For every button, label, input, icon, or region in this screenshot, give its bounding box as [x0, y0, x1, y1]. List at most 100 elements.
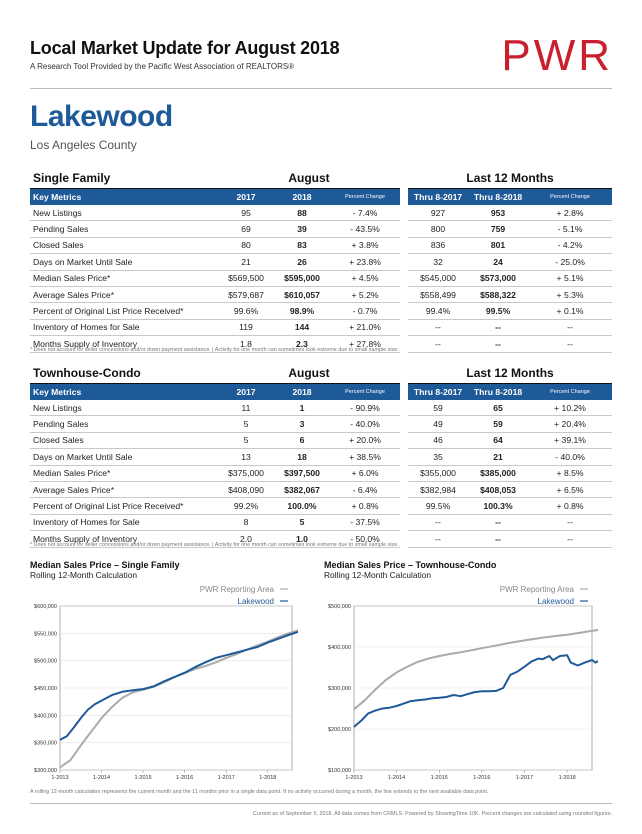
metric-value: - 90.9% — [330, 400, 401, 417]
metric-value: -- — [468, 514, 529, 532]
metric-value: - 7.4% — [330, 205, 401, 222]
metric-value: 35 — [408, 448, 469, 466]
column-header: Percent Change — [330, 188, 401, 205]
metric-label: Days on Market Until Sale — [30, 448, 218, 466]
metric-value: + 39.1% — [528, 432, 613, 450]
metric-value: - 0.7% — [330, 302, 401, 320]
metric-value: + 5.3% — [528, 286, 613, 304]
metric-value: 6 — [274, 432, 330, 450]
metric-label: Months Supply of Inventory — [30, 530, 218, 548]
column-gap — [400, 383, 409, 400]
column-header: 2018 — [274, 188, 330, 205]
metric-value: + 10.2% — [528, 400, 613, 417]
series-line-pwr-reporting-area — [353, 628, 598, 711]
y-tick-label: $350,000 — [34, 741, 57, 747]
x-tick-label: 1-2015 — [135, 775, 152, 780]
y-tick-label: $300,000 — [34, 768, 57, 774]
metric-value: 21 — [218, 253, 274, 271]
report-subtitle: A Research Tool Provided by the Pacific … — [30, 62, 295, 71]
metric-value: -- — [408, 319, 469, 337]
column-header: Percent Change — [528, 383, 613, 400]
chart-single-family-plot: PWR Reporting Area Lakewood $300,000 $350,0… — [34, 585, 298, 780]
metric-value: 11 — [218, 400, 274, 417]
metric-value: 64 — [468, 432, 529, 450]
table-footnote: * Does not account for seller concession… — [30, 346, 399, 353]
metric-value: 1.0 — [274, 530, 330, 548]
metric-value: 1.8 — [218, 335, 274, 353]
legend-label: Lakewood — [238, 597, 274, 606]
metric-value: -- — [528, 319, 613, 337]
metric-value: + 6.5% — [528, 481, 613, 499]
metric-value: 927 — [408, 205, 469, 222]
metric-value: 18 — [274, 448, 330, 466]
metric-label: Inventory of Homes for Sale — [30, 514, 218, 532]
column-gap — [400, 448, 409, 466]
metric-value: 953 — [468, 205, 529, 222]
x-tick-label: 1-2016 — [176, 775, 193, 780]
metric-value: 5 — [218, 432, 274, 450]
metric-value: $408,090 — [218, 481, 274, 499]
series-line-pwr-reporting-area — [59, 629, 298, 769]
metric-value: $382,067 — [274, 481, 330, 499]
metric-value: 46 — [408, 432, 469, 450]
chart-subtitle: Rolling 12-Month Calculation — [324, 570, 432, 580]
footer-note: Current as of September 5, 2018. All dat… — [252, 811, 612, 817]
metric-value: 39 — [274, 220, 330, 238]
table-row: Days on Market Until Sale 21 26 + 23.8% 32 24… — [30, 253, 613, 271]
metric-value: + 23.8% — [330, 253, 401, 271]
metric-value: 98.9% — [274, 302, 330, 320]
report-title: Local Market Update for August 2018 — [30, 38, 340, 58]
column-gap — [400, 253, 409, 271]
period-heading: August — [218, 168, 401, 189]
pwr-logo: PWR — [501, 32, 610, 74]
x-tick-label: 1-2013 — [345, 775, 362, 780]
x-tick-label: 1-2014 — [388, 775, 405, 780]
y-tick-label: $550,000 — [34, 631, 57, 637]
metric-value: + 38.5% — [330, 448, 401, 466]
metric-value: $558,499 — [408, 286, 469, 304]
chart-subtitle: Rolling 12-Month Calculation — [30, 570, 138, 580]
section-title: Townhouse-Condo — [30, 363, 218, 384]
table-row: New Listings 95 88- 7.4% 927 953 + 2.8% — [30, 205, 613, 222]
y-tick-label: $300,000 — [328, 686, 351, 692]
metric-value: -- — [528, 335, 613, 353]
header-divider — [30, 88, 612, 89]
column-gap — [400, 188, 409, 205]
column-header: Percent Change — [330, 383, 401, 400]
column-gap — [400, 514, 409, 531]
metric-value: 100.3% — [468, 497, 529, 515]
metric-value: + 4.5% — [330, 270, 401, 287]
chart-townhouse-condo-plot: PWR Reporting Area Lakewood $100,000 $200,0… — [328, 585, 598, 780]
metric-value: -- — [408, 335, 469, 353]
column-gap — [400, 415, 409, 433]
column-gap — [400, 497, 409, 515]
metric-value: 26 — [274, 253, 330, 271]
metric-value: $573,000 — [468, 270, 529, 287]
column-gap — [400, 319, 409, 336]
column-header: Key Metrics — [30, 188, 218, 205]
metric-value: 119 — [218, 319, 274, 337]
metric-label: Months Supply of Inventory — [30, 335, 218, 353]
metric-value: + 21.0% — [330, 319, 401, 337]
column-gap — [400, 270, 409, 287]
metric-label: Average Sales Price* — [30, 286, 218, 304]
y-tick-label: $100,000 — [328, 768, 351, 774]
metric-value: $385,000 — [468, 465, 529, 482]
column-gap — [400, 237, 409, 254]
period-heading: August — [218, 363, 401, 384]
column-gap — [400, 205, 409, 221]
x-tick-label: 1-2018 — [559, 775, 576, 780]
rolling-note: A rolling 12-month calculation represent… — [30, 789, 489, 795]
metric-value: 1 — [274, 400, 330, 417]
x-tick-label: 1-2013 — [51, 775, 68, 780]
table-row: Closed Sales 80 83 + 3.8% 836 801- 4.2% — [30, 237, 613, 255]
metric-value: $408,053 — [468, 481, 529, 499]
metric-value: -- — [528, 530, 613, 548]
metric-label: New Listings — [30, 400, 218, 417]
y-tick-label: $600,000 — [34, 604, 57, 610]
y-tick-label: $200,000 — [328, 727, 351, 733]
metric-value: 3 — [274, 415, 330, 433]
footer-divider — [30, 803, 612, 804]
metric-value: - 25.0% — [528, 253, 613, 271]
metric-label: Median Sales Price* — [30, 465, 218, 482]
